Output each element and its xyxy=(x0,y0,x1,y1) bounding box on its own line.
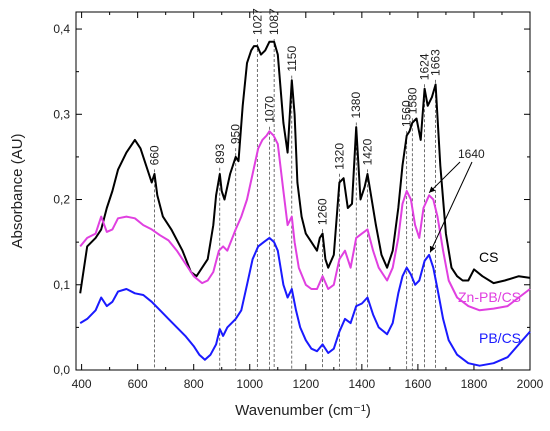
peak-label-893: 893 xyxy=(213,143,227,163)
x-tick-label: 1600 xyxy=(405,377,432,391)
peak-label-660: 660 xyxy=(147,145,161,165)
y-axis: 0,0 0,1 0,2 0,3 0,4 xyxy=(53,22,530,377)
series-lines xyxy=(79,40,531,367)
series-label-0: CS xyxy=(479,249,498,265)
peak-label-1560: 1560 xyxy=(400,100,414,127)
peak-label-1150: 1150 xyxy=(285,46,299,72)
peak-label-1624: 1624 xyxy=(418,53,432,80)
peak-label-1087: 1087 xyxy=(267,8,281,35)
y-tick-label: 0,2 xyxy=(53,193,70,207)
y-axis-title: Absorbance (AU) xyxy=(9,133,26,248)
peak-label-950: 950 xyxy=(229,124,243,144)
x-tick-label: 1000 xyxy=(236,377,263,391)
peak-label-1580: 1580 xyxy=(405,87,419,114)
plot-border xyxy=(75,11,531,371)
series-label-1: Zn-PB/CS xyxy=(458,289,521,305)
x-tick-label: 800 xyxy=(184,377,204,391)
annotation-label: 1640 xyxy=(458,147,485,161)
x-tick-label: 2000 xyxy=(517,377,544,391)
series-label-2: PB/CS xyxy=(479,330,521,346)
peak-label-1260: 1260 xyxy=(316,198,330,225)
plot-frame xyxy=(75,11,531,371)
peak-label-1663: 1663 xyxy=(429,49,443,76)
x-axis: 400 600 800 1000 1200 1400 1600 1800 2000 xyxy=(72,12,544,391)
series-labels: CS Zn-PB/CS PB/CS xyxy=(458,249,521,346)
peak-label-1420: 1420 xyxy=(360,138,374,165)
y-tick-label: 0,4 xyxy=(53,22,70,36)
x-tick-label: 600 xyxy=(128,377,148,391)
x-axis-title: Wavenumber (cm⁻¹) xyxy=(235,402,371,419)
x-tick-label: 1200 xyxy=(292,377,319,391)
series-line-2 xyxy=(79,236,531,367)
x-tick-label: 400 xyxy=(72,377,92,391)
x-tick-label: 1800 xyxy=(461,377,488,391)
annotation-1640: 1640 xyxy=(428,147,485,253)
series-line-0 xyxy=(79,40,531,294)
annotation-arrow-lower xyxy=(429,161,473,253)
peak-label-1320: 1320 xyxy=(332,143,346,170)
x-tick-label: 1400 xyxy=(349,377,376,391)
annotation-arrow-upper xyxy=(428,161,461,194)
y-tick-label: 0,1 xyxy=(53,278,70,292)
peak-label-1027: 1027 xyxy=(250,8,264,35)
series-line-1 xyxy=(79,130,531,312)
peak-guide-lines xyxy=(154,39,436,370)
peak-label-1380: 1380 xyxy=(349,92,363,119)
y-tick-label: 0,0 xyxy=(53,363,70,377)
peak-label-1070: 1070 xyxy=(262,96,276,123)
y-tick-label: 0,3 xyxy=(53,107,70,121)
